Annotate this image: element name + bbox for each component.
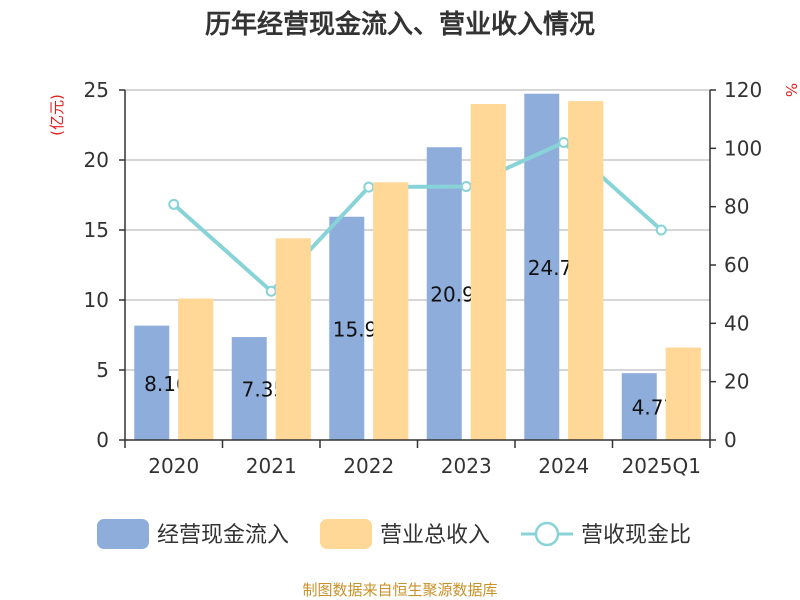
axes-group: 0 5 10 15 20 25 0 20 40 60 80 100 120 2020 2021 2022 202… xyxy=(84,78,763,478)
chart-title: 历年经营现金流入、营业收入情况 xyxy=(205,9,595,40)
x-tick-label: 2023 xyxy=(441,454,492,478)
bars-group xyxy=(134,93,701,441)
left-axis-unit: (亿元) xyxy=(48,94,66,136)
right-tick-label: 0 xyxy=(724,428,737,452)
x-tick-label: 2021 xyxy=(246,454,297,478)
source-note: 制图数据来自恒生聚源数据库 xyxy=(302,581,497,599)
legend-label-revenue: 营业总收入 xyxy=(380,523,490,548)
revenue-bar-overlay xyxy=(470,104,506,440)
right-tick-label: 40 xyxy=(724,311,749,335)
legend-swatch-cash-inflow xyxy=(97,519,149,549)
ratio-point xyxy=(168,198,180,210)
right-axis-unit: % xyxy=(782,83,800,97)
right-tick-label: 20 xyxy=(724,370,749,394)
revenue-bar-overlay xyxy=(275,238,311,440)
revenue-bar-overlay xyxy=(373,182,409,440)
ratio-point xyxy=(460,181,472,193)
revenue-bar-overlay xyxy=(568,101,604,440)
ratio-point xyxy=(558,137,570,148)
legend-label-ratio: 营收现金比 xyxy=(581,523,691,548)
legend-label-cash-inflow: 经营现金流入 xyxy=(157,523,289,548)
gridlines xyxy=(125,89,710,371)
left-tick-label: 20 xyxy=(84,148,109,172)
ratio-point xyxy=(363,181,375,193)
left-tick-label: 10 xyxy=(84,288,109,312)
revenue-bar-overlay xyxy=(178,298,214,440)
left-tick-label: 15 xyxy=(84,218,109,242)
ratio-point xyxy=(655,224,667,236)
right-tick-label: 120 xyxy=(724,78,762,102)
left-tick-label: 5 xyxy=(96,358,109,382)
legend-swatch-revenue xyxy=(320,519,372,549)
right-tick-label: 60 xyxy=(724,253,749,277)
left-tick-label: 25 xyxy=(84,78,109,102)
left-tick-label: 0 xyxy=(96,428,109,452)
cash-inflow-bar xyxy=(426,147,462,440)
right-tick-label: 80 xyxy=(724,195,749,219)
cash-inflow-bar xyxy=(621,373,657,440)
x-tick-label: 2020 xyxy=(148,454,199,478)
x-tick-label: 2024 xyxy=(538,454,589,478)
right-tick-label: 100 xyxy=(724,136,762,160)
x-tick-label: 2025Q1 xyxy=(622,454,701,478)
revenue-bar-overlay xyxy=(665,347,701,440)
x-tick-label: 2022 xyxy=(343,454,394,478)
legend-swatch-ratio-marker xyxy=(534,521,560,547)
cash-inflow-bar xyxy=(134,325,170,440)
legend: 经营现金流入 营业总收入 营收现金比 xyxy=(97,519,691,549)
cash-inflow-bar xyxy=(231,337,267,440)
cash-inflow-bar xyxy=(329,216,365,440)
ratio-point xyxy=(265,285,277,297)
